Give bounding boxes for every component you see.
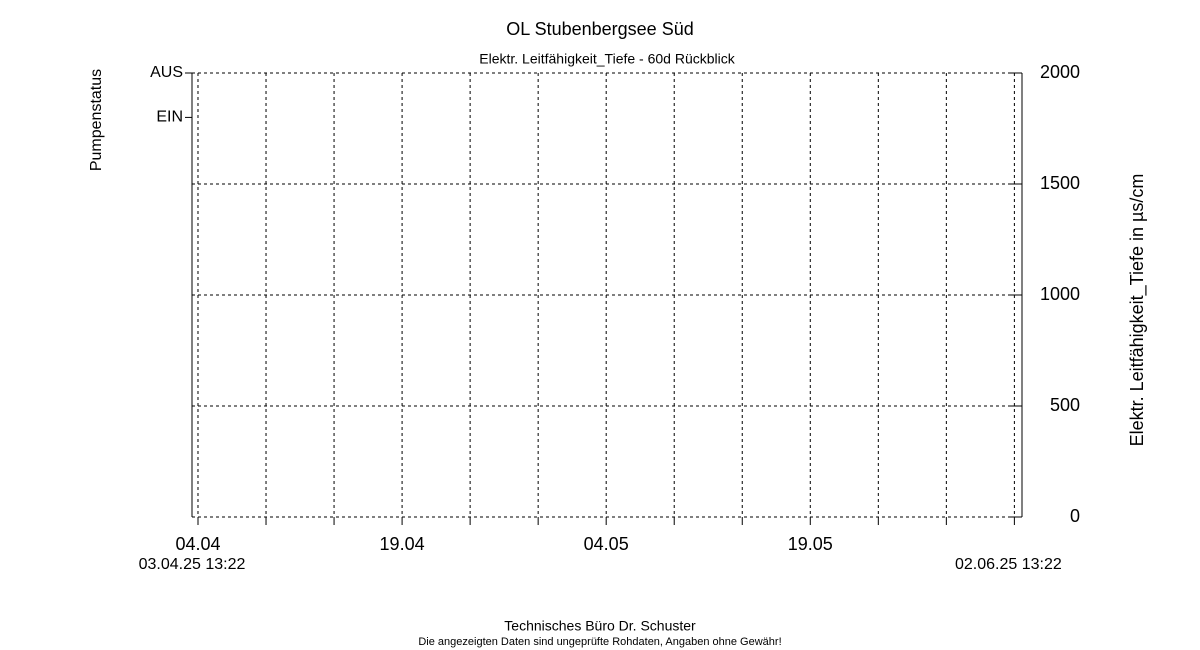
y2-tick-label: EIN [156,109,183,126]
chart-title: OL Stubenbergsee Süd [506,19,693,39]
disclaimer: Die angezeigten Daten sind ungeprüfte Ro… [418,636,781,648]
y-tick-label: 1000 [1040,284,1080,304]
footer: Technisches Büro Dr. Schuster [504,618,696,634]
y-tick-label: 1500 [1040,173,1080,193]
x-tick-label: 19.04 [380,534,425,554]
y-tick-label: 0 [1070,506,1080,526]
x-tick-label: 04.04 [175,534,220,554]
x-range-label: 02.06.25 13:22 [955,556,1062,573]
y-tick-label: 2000 [1040,62,1080,82]
x-tick-label: 04.05 [584,534,629,554]
x-range-label: 03.04.25 13:22 [139,556,246,573]
y2-tick-label: AUS [150,64,183,81]
chart-subtitle: Elektr. Leitfähigkeit_Tiefe - 60d Rückbl… [479,51,735,67]
y-axis-label: Elektr. Leitfähigkeit_Tiefe in µs/cm [1127,174,1148,447]
y-tick-label: 500 [1050,395,1080,415]
y2-axis-label: Pumpenstatus [88,69,105,171]
x-tick-label: 19.05 [788,534,833,554]
